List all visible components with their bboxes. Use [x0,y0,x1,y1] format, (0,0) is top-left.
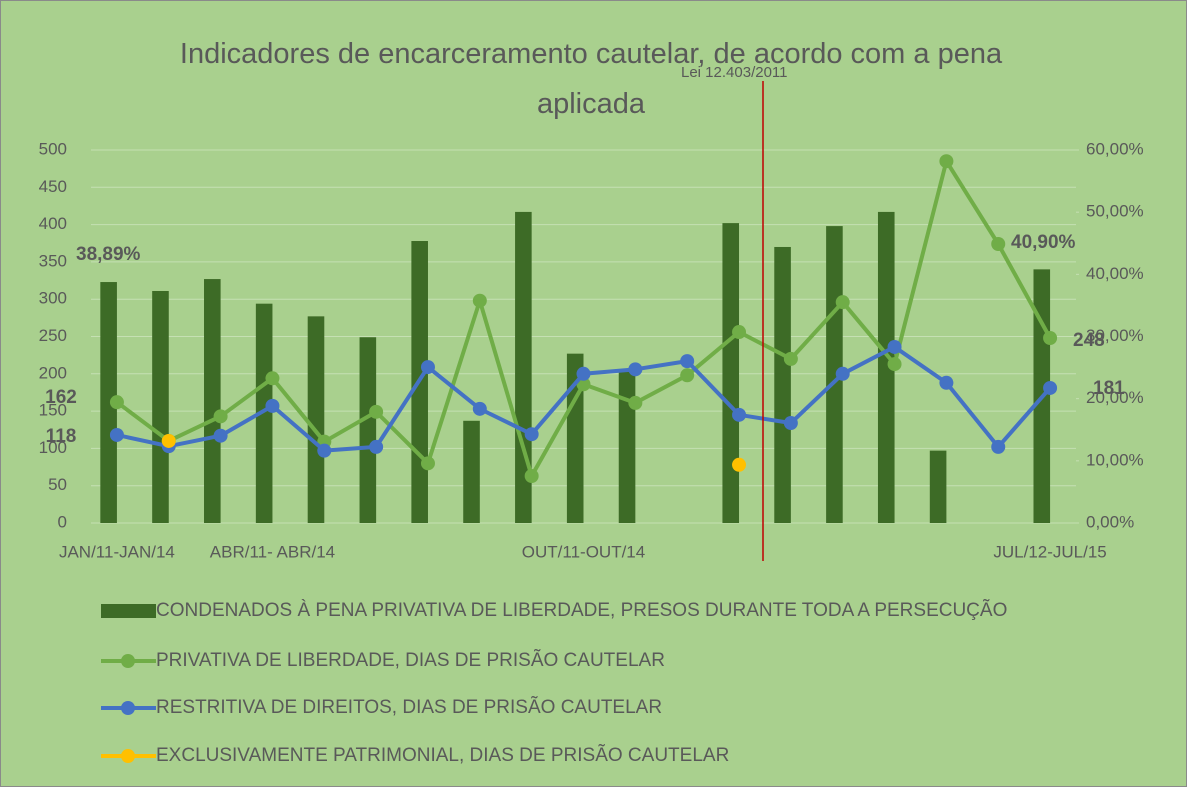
chart-title: Indicadores de encarceramento cautelar, … [179,38,1003,120]
marker [369,439,384,454]
x-tick-label: JAN/11-JAN/14 [59,542,175,561]
marker [887,339,902,354]
marker [991,236,1006,251]
marker [109,427,124,442]
marker [524,427,539,442]
marker [1043,380,1058,395]
annotation: Lei 12.403/2011 [681,64,788,81]
marker [783,351,798,366]
bar [566,353,584,523]
y-tick-label: 200 [39,363,67,382]
marker [161,433,176,448]
marker [109,395,124,410]
marker [939,375,954,390]
bar [307,316,325,523]
y2-tick-label: 50,00% [1086,202,1144,221]
legend-label: RESTRITIVA DE DIREITOS, DIAS DE PRISÃO C… [156,696,662,718]
marker [991,439,1006,454]
y-tick-label: 300 [39,289,67,308]
bar [618,369,636,523]
legend-swatch [121,701,135,715]
y-tick-label: 150 [39,401,67,420]
legend-swatch [101,604,156,618]
marker [628,395,643,410]
marker [213,428,228,443]
legend-swatch [121,749,135,763]
bar [255,303,273,523]
y2-tick-label: 40,00% [1086,264,1144,283]
y-tick-label: 400 [39,214,67,233]
marker [628,362,643,377]
annotation: 40,90% [1011,232,1076,253]
annotation: 118 [46,426,77,447]
marker [887,357,902,372]
x-tick-label: OUT/11-OUT/14 [522,542,645,561]
marker [939,154,954,169]
bar [359,337,377,523]
bar [152,290,169,523]
marker [835,366,850,381]
marker [420,456,435,471]
marker [265,398,280,413]
bar [929,450,947,523]
bar [515,211,532,523]
marker [732,325,747,340]
bar [463,420,480,523]
annotation: 181 [1093,378,1125,399]
bar [722,223,740,523]
legend-label: CONDENADOS À PENA PRIVATIVA DE LIBERDADE… [156,599,1007,621]
marker [369,404,384,419]
y-tick-label: 250 [39,326,67,345]
y2-tick-label: 60,00% [1086,139,1144,158]
marker [472,401,487,416]
y2-tick-label: 20,00% [1086,388,1144,407]
marker [420,360,435,375]
marker [680,354,695,369]
bar [100,282,117,523]
marker [576,366,591,381]
marker [1043,330,1058,345]
y2-tick-label: 10,00% [1086,450,1144,469]
y-tick-label: 450 [39,177,67,196]
marker [835,295,850,310]
y2-tick-label: 30,00% [1086,326,1144,345]
annotation: 38,89% [76,244,141,265]
y-tick-label: 50 [48,475,67,494]
x-tick-label: JUL/12-JUL/15 [993,542,1106,561]
legend-label: EXCLUSIVAMENTE PATRIMONIAL, DIAS DE PRIS… [156,744,729,766]
bar [877,211,895,523]
annotation: 162 [45,387,77,408]
marker [524,469,539,484]
bar [204,279,221,523]
marker [783,416,798,431]
annotation: 248 [1073,330,1105,351]
y-tick-label: 100 [39,438,67,457]
marker [680,368,695,383]
marker [472,293,487,308]
marker [732,457,747,472]
y2-tick-label: 0,00% [1086,512,1134,531]
bar [774,246,791,524]
legend-label: PRIVATIVA DE LIBERDADE, DIAS DE PRISÃO C… [156,649,665,671]
marker [265,371,280,386]
marker [732,407,747,422]
y-tick-label: 350 [39,251,67,270]
legend-swatch [121,654,135,668]
marker [213,409,228,424]
y-tick-label: 500 [39,139,67,158]
x-tick-label: ABR/11- ABR/14 [210,542,335,561]
y-tick-label: 0 [58,512,67,531]
marker [317,443,332,458]
